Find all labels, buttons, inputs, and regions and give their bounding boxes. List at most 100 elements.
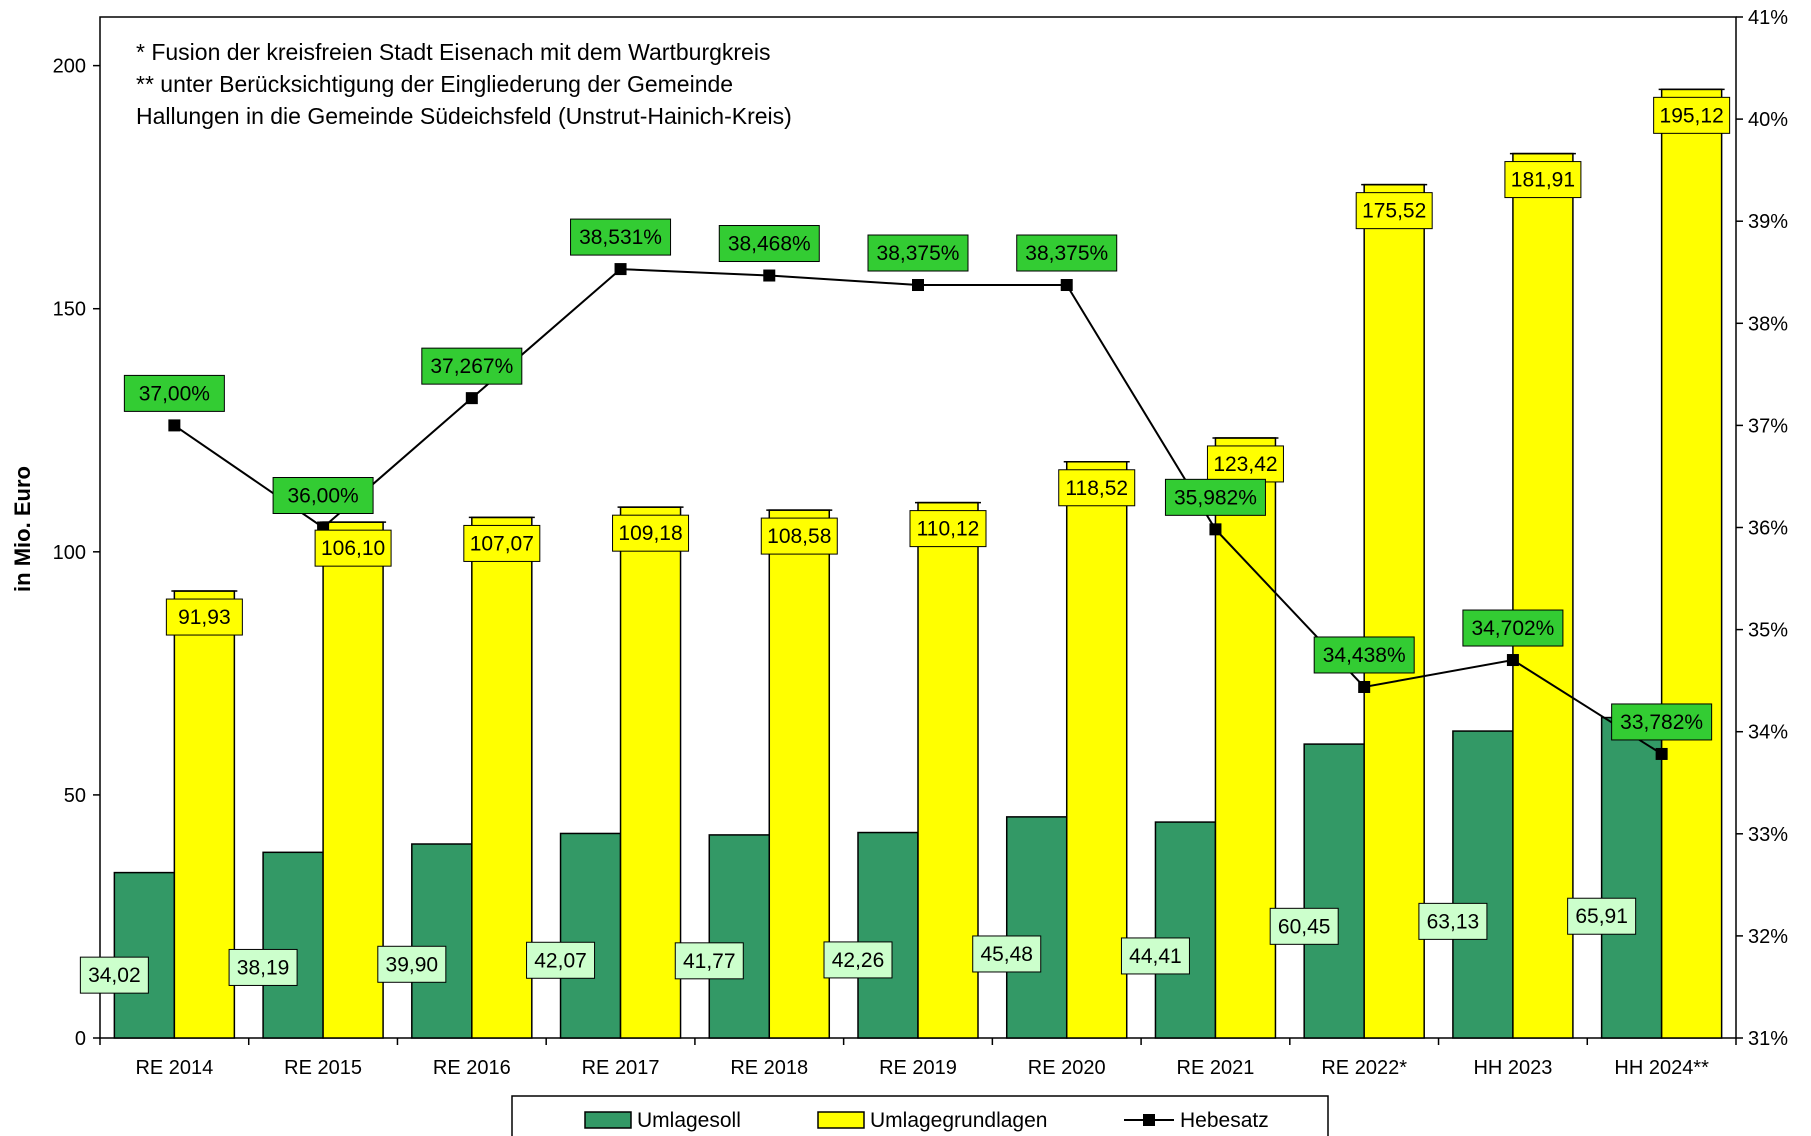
label-umlagesoll: 60,45	[1278, 915, 1331, 938]
plot-area: 0 50 100 150 200 31% 32% 33% 34% 35% 36% 37% 38% 39% 4…	[53, 7, 1789, 1079]
bar-umlagegrundlagen	[1363, 183, 1425, 1039]
bar-umlagegrundlagen	[471, 516, 533, 1039]
label-umlagesoll: 39,90	[386, 953, 439, 976]
label-umlagesoll-box	[823, 941, 893, 979]
bar-umlagegrundlagen	[1512, 152, 1574, 1039]
label-hebesatz: 37,267%	[430, 355, 513, 378]
bar-umlagesoll	[708, 834, 771, 1039]
label-umlagegrundlagen: 109,18	[618, 522, 682, 545]
note-line-1: * Fusion der kreisfreien Stadt Eisenach …	[136, 39, 770, 65]
y-axis-label: in Mio. Euro	[10, 466, 35, 592]
bar-umlagegrundlagen	[917, 501, 979, 1039]
label-umlagegrundlagen-box	[314, 529, 392, 567]
label-hebesatz: 38,375%	[877, 242, 960, 265]
label-umlagegrundlagen: 118,52	[1065, 477, 1128, 500]
chart-notes: * Fusion der kreisfreien Stadt Eisenach …	[136, 39, 792, 129]
marker-hebesatz	[1209, 523, 1222, 536]
x-tick-label: RE 2017	[582, 1057, 660, 1079]
marker-hebesatz	[912, 279, 924, 292]
bar-umlagesoll	[113, 871, 176, 1039]
x-tick-label: RE 2021	[1177, 1057, 1255, 1079]
label-umlagegrundlagen-box	[1653, 96, 1731, 134]
bar-umlagegrundlagen	[768, 509, 831, 1039]
legend-box	[511, 1095, 1329, 1136]
label-umlagesoll-box	[1120, 937, 1190, 975]
label-umlagesoll: 41,77	[683, 950, 736, 973]
label-umlagesoll: 65,91	[1575, 905, 1628, 928]
label-hebesatz: 34,438%	[1323, 644, 1406, 667]
label-umlagegrundlagen-box	[463, 524, 541, 562]
label-umlagegrundlagen: 181,91	[1511, 169, 1575, 192]
label-umlagesoll: 63,13	[1427, 910, 1480, 933]
x-tick-label: RE 2015	[284, 1057, 362, 1079]
label-umlagesoll-box	[228, 948, 298, 986]
y2-tick-label: 32%	[1748, 926, 1788, 948]
bar-umlagesoll	[411, 843, 473, 1039]
label-umlagegrundlagen-box	[909, 510, 987, 548]
label-umlagesoll-box	[377, 945, 447, 983]
label-umlagegrundlagen-box	[1058, 469, 1136, 507]
bar-umlagegrundlagen	[1660, 88, 1723, 1039]
x-tick-label: RE 2014	[135, 1057, 213, 1079]
x-tick-label: HH 2024**	[1614, 1057, 1709, 1079]
y-tick-label: 100	[53, 542, 86, 564]
label-umlagesoll-box	[526, 941, 596, 979]
y2-tick-label: 35%	[1748, 620, 1788, 642]
y2-tick-label: 37%	[1748, 415, 1788, 437]
label-umlagegrundlagen: 110,12	[917, 518, 980, 541]
bar-umlagegrundlagen	[173, 590, 236, 1039]
label-umlagesoll: 42,07	[534, 949, 587, 972]
y2-tick-label: 33%	[1748, 824, 1788, 846]
bar-umlagesoll	[559, 832, 622, 1039]
bar-umlagesoll	[1303, 743, 1365, 1039]
label-hebesatz: 35,982%	[1174, 486, 1257, 509]
y2-tick-label: 38%	[1748, 313, 1788, 335]
y2-tick-label: 31%	[1748, 1028, 1788, 1050]
label-hebesatz-box	[1016, 234, 1118, 272]
label-hebesatz-box	[718, 225, 820, 263]
label-umlagesoll-box	[674, 942, 744, 980]
label-hebesatz-box	[1611, 703, 1713, 741]
legend-umlagesoll-swatch	[584, 1111, 632, 1129]
y-tick-label: 150	[53, 299, 86, 321]
label-hebesatz-box	[1462, 609, 1564, 647]
label-umlagesoll: 44,41	[1129, 945, 1182, 968]
label-hebesatz: 34,702%	[1471, 617, 1554, 640]
y2-tick-label: 36%	[1748, 518, 1788, 540]
label-umlagegrundlagen: 107,07	[470, 532, 534, 555]
label-hebesatz-box	[570, 218, 672, 256]
bar-umlagegrundlagen	[1214, 437, 1277, 1039]
marker-hebesatz	[614, 263, 627, 276]
label-umlagegrundlagen: 195,12	[1660, 104, 1724, 127]
y-tick-label: 0	[75, 1028, 86, 1050]
y2-tick-label: 39%	[1748, 211, 1788, 233]
label-umlagesoll: 38,19	[237, 956, 290, 979]
label-umlagegrundlagen: 175,52	[1362, 200, 1426, 223]
bar-umlagesoll	[857, 831, 919, 1039]
label-umlagesoll-box	[1567, 897, 1637, 935]
label-umlagesoll-box	[79, 956, 149, 994]
legend: Umlagesoll Umlagegrundlagen Hebesatz	[511, 1095, 1329, 1136]
marker-hebesatz	[1358, 680, 1371, 693]
marker-hebesatz	[1655, 747, 1668, 760]
legend-hebesatz-label: Hebesatz	[1180, 1109, 1269, 1132]
label-umlagegrundlagen: 123,42	[1213, 453, 1277, 476]
bar-umlagegrundlagen	[1065, 461, 1128, 1039]
label-umlagegrundlagen-box	[1355, 192, 1433, 230]
label-umlagesoll-box	[1418, 902, 1488, 940]
label-umlagesoll: 34,02	[88, 964, 141, 987]
label-hebesatz: 38,468%	[728, 233, 811, 256]
y2-tick-label: 34%	[1748, 722, 1788, 744]
x-tick-label: RE 2018	[730, 1057, 808, 1079]
bar-umlagesoll	[1452, 730, 1514, 1039]
label-umlagesoll-box	[972, 935, 1042, 973]
label-hebesatz-box	[1313, 636, 1415, 674]
bar-umlagegrundlagen	[322, 521, 384, 1039]
bar-umlagesoll	[1154, 821, 1217, 1039]
label-hebesatz: 38,375%	[1025, 242, 1108, 265]
bar-umlagesoll	[1600, 716, 1663, 1039]
label-hebesatz: 38,531%	[579, 226, 662, 249]
legend-umlagesoll-label: Umlagesoll	[637, 1109, 741, 1132]
label-hebesatz-box	[1164, 478, 1266, 516]
